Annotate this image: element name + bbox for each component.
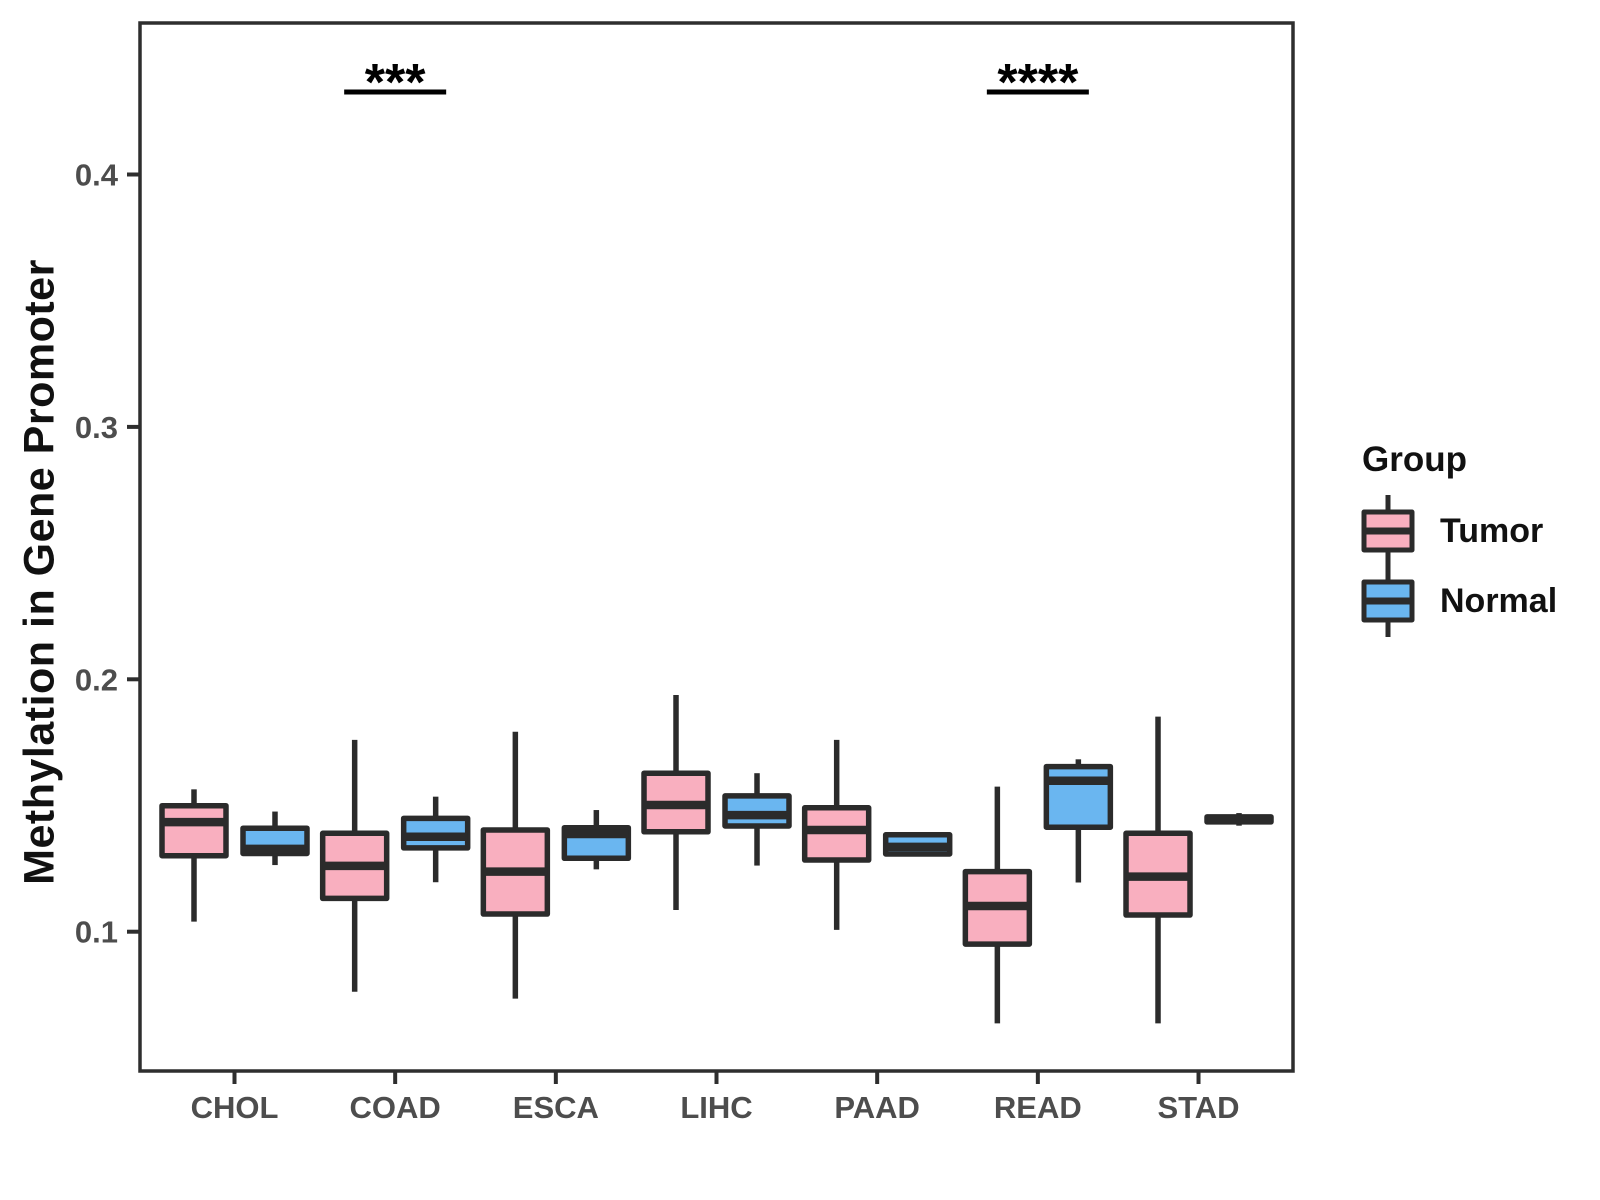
y-tick-label-0.1: 0.1 [75,915,118,950]
x-tick-label-STAD: STAD [1157,1090,1239,1125]
x-tick-label-ESCA: ESCA [513,1090,599,1125]
x-tick-label-PAAD: PAAD [834,1090,920,1125]
significance-stars: **** [997,54,1079,112]
y-tick-label-0.3: 0.3 [75,410,118,445]
boxplot-tumor-PAAD [801,739,872,930]
significance-READ: **** [986,54,1089,112]
boxplot-tumor-CHOL [159,789,229,922]
legend-title: Group [1362,440,1467,479]
y-axis-title: Methylation in Gene Promoter [15,259,64,885]
significance-COAD: *** [344,54,447,112]
boxplot-normal-READ [1043,759,1114,883]
legend-label-tumor: Tumor [1440,511,1544,550]
y-tick-label-0.4: 0.4 [75,158,119,193]
boxplot-normal-PAAD [882,832,953,857]
x-tick-label-READ: READ [994,1090,1082,1125]
boxplot-tumor-STAD [1123,716,1193,1024]
boxplot-normal-STAD [1204,813,1274,826]
iqr-box [1043,763,1114,830]
iqr-box [159,803,229,859]
legend-item-tumor: Tumor [1360,495,1557,567]
legend: Group Tumor Normal [1360,440,1558,637]
significance-stars: *** [365,54,426,112]
y-tick-label-0.2: 0.2 [75,662,118,697]
boxplot-normal-LIHC [722,773,792,866]
tumor-boxplot-key-icon [1361,495,1415,567]
x-tick-label-CHOL: CHOL [191,1090,279,1125]
legend-label-normal: Normal [1440,581,1558,620]
plot-panel-border [138,21,1295,1073]
boxplot-tumor-READ [962,786,1033,1024]
boxplot-normal-COAD [400,796,471,883]
boxplot-tumor-LIHC [641,694,711,910]
x-tick-label-LIHC: LIHC [680,1090,752,1125]
normal-boxplot-key-icon [1361,565,1415,637]
boxplot-normal-CHOL [240,811,310,866]
x-tick-label-COAD: COAD [350,1090,441,1125]
legend-item-normal: Normal [1360,565,1558,637]
boxplot-normal-ESCA [561,810,632,870]
boxplot-tumor-ESCA [480,731,551,999]
boxplot-tumor-COAD [319,739,390,992]
